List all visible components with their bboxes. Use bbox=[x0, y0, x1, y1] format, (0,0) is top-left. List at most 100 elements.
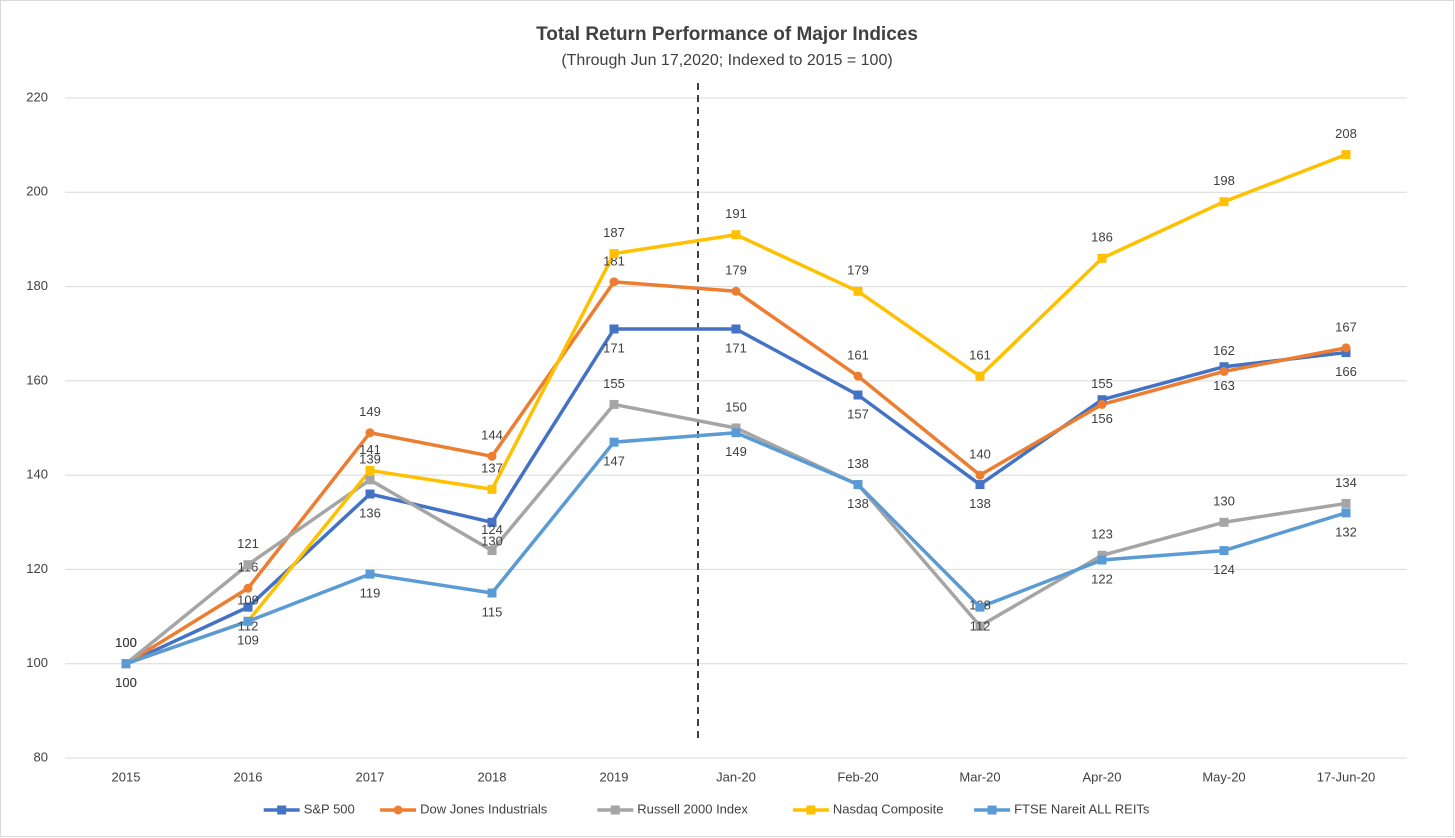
data-label: 138 bbox=[969, 496, 991, 511]
data-label: 150 bbox=[725, 399, 747, 414]
x-tick-label: 2016 bbox=[234, 769, 263, 784]
legend-marker bbox=[610, 805, 620, 815]
y-tick-label: 140 bbox=[26, 467, 48, 482]
data-label: 179 bbox=[725, 263, 747, 278]
data-label: 161 bbox=[969, 348, 991, 363]
data-label: 136 bbox=[359, 505, 381, 520]
point bbox=[609, 399, 619, 409]
x-tick-label: 2018 bbox=[478, 769, 507, 784]
point bbox=[731, 230, 741, 240]
legend-marker bbox=[806, 805, 816, 815]
data-label: 122 bbox=[1091, 571, 1113, 586]
data-label: 134 bbox=[1335, 475, 1357, 490]
data-label: 162 bbox=[1213, 343, 1235, 358]
point bbox=[1219, 197, 1229, 207]
x-tick-label: 2017 bbox=[356, 769, 385, 784]
data-label: 100 bbox=[115, 635, 137, 650]
point bbox=[365, 475, 375, 485]
data-label: 100 bbox=[115, 635, 137, 650]
point bbox=[609, 324, 619, 334]
point bbox=[853, 286, 863, 296]
point bbox=[731, 428, 741, 438]
legend-label: Dow Jones Industrials bbox=[420, 801, 548, 816]
x-tick-label: Mar-20 bbox=[959, 769, 1000, 784]
data-label: 147 bbox=[603, 454, 625, 469]
data-label: 112 bbox=[970, 619, 991, 634]
point bbox=[975, 480, 985, 490]
data-label: 149 bbox=[359, 404, 381, 419]
point bbox=[1341, 150, 1351, 160]
legend-label: Nasdaq Composite bbox=[833, 801, 944, 816]
x-tick-label: Jan-20 bbox=[716, 769, 756, 784]
point bbox=[1219, 362, 1229, 372]
data-label: 179 bbox=[847, 263, 869, 278]
point bbox=[853, 371, 863, 381]
point bbox=[365, 569, 375, 579]
x-tick-label: Feb-20 bbox=[837, 769, 878, 784]
y-tick-label: 120 bbox=[26, 561, 48, 576]
data-label: 141 bbox=[359, 442, 381, 457]
point bbox=[609, 249, 619, 259]
data-label: 157 bbox=[847, 406, 869, 421]
point bbox=[731, 423, 741, 433]
data-label: 119 bbox=[360, 586, 381, 601]
data-label: 156 bbox=[1091, 411, 1113, 426]
point bbox=[487, 451, 497, 461]
point bbox=[1097, 555, 1107, 565]
y-tick-label: 160 bbox=[26, 372, 48, 387]
data-label: 100 bbox=[115, 675, 137, 690]
data-label: 171 bbox=[603, 340, 625, 355]
point bbox=[487, 517, 497, 527]
data-label: 109 bbox=[237, 633, 259, 648]
data-label: 132 bbox=[1335, 524, 1357, 539]
legend-label: FTSE Nareit ALL REITs bbox=[1014, 801, 1150, 816]
point bbox=[1341, 508, 1351, 518]
data-label: 155 bbox=[1091, 376, 1113, 391]
point bbox=[975, 371, 985, 381]
data-label: 155 bbox=[603, 376, 625, 391]
point bbox=[1097, 399, 1107, 409]
data-label: 100 bbox=[115, 675, 137, 690]
x-tick-label: 2019 bbox=[600, 769, 629, 784]
data-label: 112 bbox=[238, 619, 259, 634]
data-label: 130 bbox=[481, 534, 503, 549]
data-label: 139 bbox=[359, 451, 381, 466]
point bbox=[487, 546, 497, 556]
data-label: 198 bbox=[1213, 173, 1235, 188]
data-label: 109 bbox=[237, 593, 259, 608]
data-label: 121 bbox=[237, 536, 259, 551]
data-label: 144 bbox=[481, 428, 503, 443]
legend-marker bbox=[393, 805, 403, 815]
point bbox=[975, 621, 985, 631]
x-tick-label: Apr-20 bbox=[1082, 769, 1121, 784]
y-tick-label: 200 bbox=[26, 184, 48, 199]
point bbox=[1097, 395, 1107, 405]
point bbox=[1219, 517, 1229, 527]
data-label: 124 bbox=[481, 522, 503, 537]
data-label: 140 bbox=[969, 447, 991, 462]
point bbox=[1097, 253, 1107, 263]
point bbox=[121, 659, 131, 669]
point bbox=[975, 602, 985, 612]
point bbox=[609, 437, 619, 447]
point bbox=[975, 470, 985, 480]
legend-label: Russell 2000 Index bbox=[637, 801, 748, 816]
data-label: 181 bbox=[603, 253, 625, 268]
point bbox=[243, 583, 253, 593]
point bbox=[1341, 498, 1351, 508]
data-label: 163 bbox=[1213, 378, 1235, 393]
data-label: 171 bbox=[725, 340, 747, 355]
x-tick-label: 17-Jun-20 bbox=[1317, 769, 1376, 784]
data-label: 137 bbox=[481, 461, 503, 476]
data-label: 124 bbox=[1213, 562, 1235, 577]
point bbox=[487, 484, 497, 494]
data-label: 166 bbox=[1335, 364, 1357, 379]
point bbox=[243, 616, 253, 626]
point bbox=[243, 602, 253, 612]
data-label: 115 bbox=[482, 604, 503, 619]
point bbox=[365, 465, 375, 475]
x-tick-label: May-20 bbox=[1202, 769, 1245, 784]
data-label: 138 bbox=[847, 496, 869, 511]
legend-marker bbox=[277, 805, 287, 815]
